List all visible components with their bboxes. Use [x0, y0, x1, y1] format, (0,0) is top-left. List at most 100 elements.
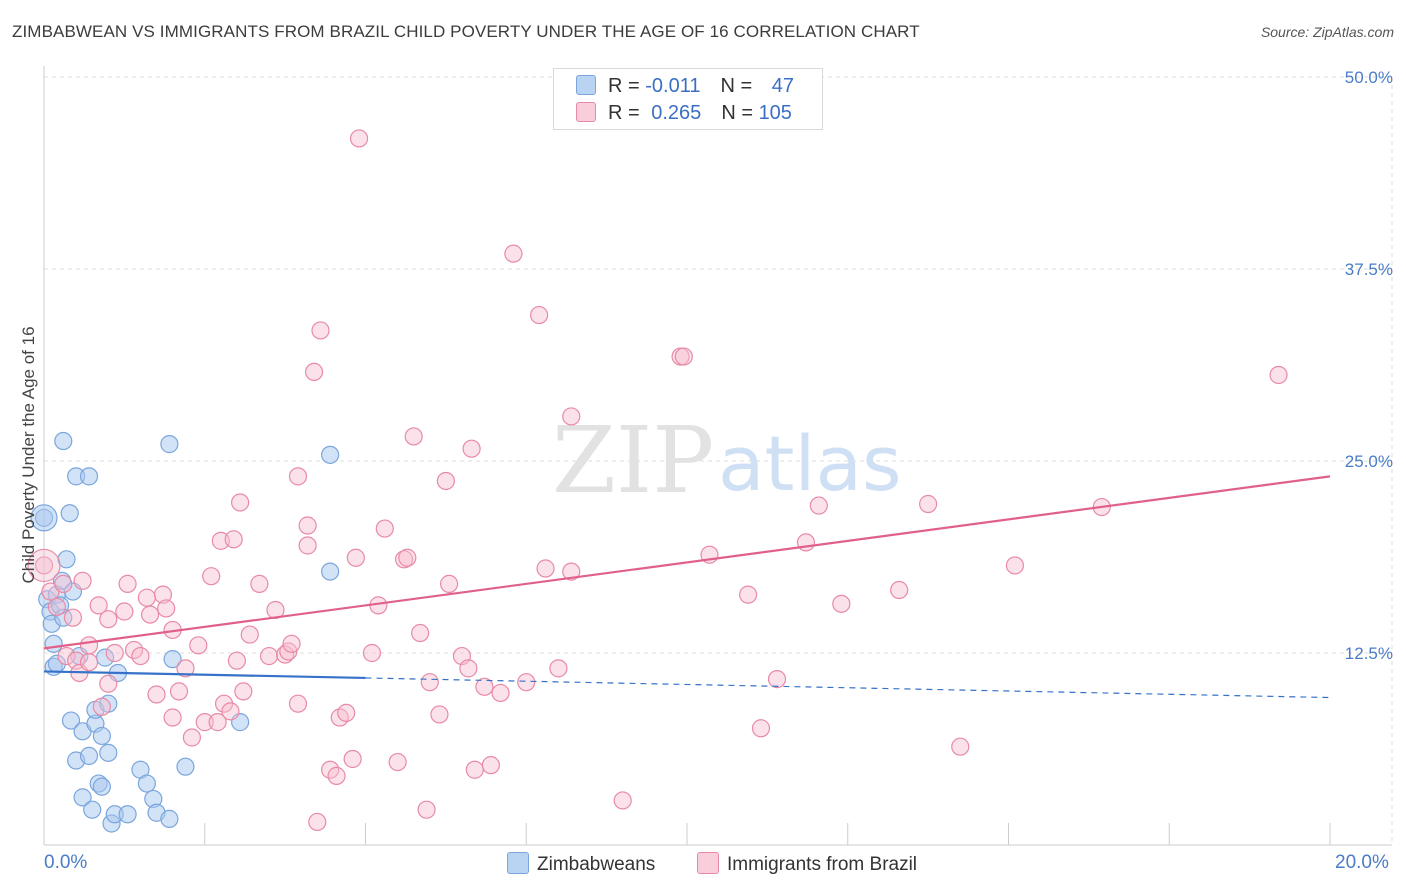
legend-n-label: N =	[721, 102, 759, 124]
brazil-point	[250, 574, 269, 593]
zimbabweans-point	[44, 634, 63, 653]
zimbabweans-point	[137, 774, 156, 793]
brazil-point	[288, 467, 308, 486]
legend-n-value: 105	[758, 102, 792, 124]
brazil-point	[221, 702, 240, 721]
y-tick-label: 37.5%	[1345, 260, 1393, 279]
brazil-point	[465, 760, 484, 779]
brazil-point	[832, 594, 851, 613]
zimbabweans-points	[30, 431, 340, 833]
brazil-points	[27, 129, 1288, 832]
brazil-point	[202, 567, 221, 586]
zimbabweans-point	[61, 711, 81, 730]
brazil-point	[346, 548, 365, 567]
series-legend-label: Zimbabweans	[537, 854, 656, 875]
brazil-point	[767, 670, 787, 689]
legend-swatch-blue	[507, 852, 529, 874]
brazil-point	[491, 683, 510, 703]
chart-title: ZIMBABWEAN VS IMMIGRANTS FROM BRAZIL CHI…	[12, 22, 920, 41]
correlation-legend: R = -0.011 N = 47 R = 0.265 N = 105	[553, 68, 823, 130]
series-legend: Zimbabweans Immigrants from Brazil	[0, 852, 1406, 878]
brazil-point	[337, 703, 356, 723]
brazil-point	[343, 749, 362, 769]
zimbabweans-point	[118, 805, 137, 824]
brazil-point	[481, 756, 500, 775]
brazil-point	[153, 585, 173, 604]
brazil-point	[362, 643, 382, 663]
legend-r-label: R =	[608, 75, 646, 97]
brazil-point	[436, 471, 455, 491]
brazil-point	[674, 347, 693, 366]
zimbabweans-point	[160, 435, 179, 454]
brazil-point	[404, 427, 423, 446]
brazil-point	[182, 728, 201, 747]
brazil-point	[919, 494, 938, 514]
brazil-point	[439, 574, 459, 593]
brazil-point	[298, 536, 317, 555]
brazil-point	[549, 659, 568, 678]
brazil-point	[231, 493, 250, 512]
brazil-point	[195, 713, 214, 732]
brazil-point	[99, 674, 118, 693]
trend-lines	[43, 475, 1331, 699]
series-legend-label: Immigrants from Brazil	[727, 854, 918, 875]
legend-swatch-blue	[576, 75, 596, 95]
brazil-point	[288, 694, 308, 713]
watermark: ZIP atlas	[552, 407, 902, 514]
zimbabweans-point	[60, 504, 79, 523]
brazil-point	[234, 682, 253, 701]
watermark-zip: ZIP	[552, 407, 714, 514]
y-axis-label: Child Poverty Under the Age of 16	[19, 326, 38, 583]
brazil-point	[311, 321, 330, 340]
brazil-point	[430, 705, 449, 724]
series-legend-brazil: Immigrants from Brazil	[697, 852, 917, 876]
watermark-atlas: atlas	[718, 419, 902, 508]
brazil-point	[57, 646, 76, 666]
brazil-point	[105, 643, 124, 663]
brazil-point	[157, 599, 176, 618]
zimbabweans-point	[57, 550, 76, 569]
brazil-point	[140, 605, 160, 624]
brazil-point	[504, 244, 523, 263]
brazil-point	[99, 610, 118, 629]
x-tick-label-max: 20.0%	[1335, 852, 1389, 873]
brazil-point	[349, 129, 369, 148]
axes	[43, 66, 1392, 846]
brazil-point	[147, 685, 166, 704]
brazil-point	[240, 625, 259, 644]
brazil-point	[79, 653, 99, 672]
legend-swatch-pink	[697, 852, 719, 874]
brazil-point	[34, 556, 54, 575]
y-tick-label: 12.5%	[1345, 644, 1393, 663]
brazil-point	[951, 737, 970, 756]
legend-row-brazil: R = 0.265 N = 105	[576, 102, 792, 126]
brazil-point	[308, 812, 327, 832]
legend-r-value: 0.265	[651, 102, 702, 124]
brazil-point	[304, 362, 324, 382]
brazil-point	[517, 673, 536, 692]
brazil-point	[163, 708, 182, 727]
brazil-point	[613, 791, 632, 810]
brazil-trend-line	[43, 475, 1331, 650]
brazil-point	[562, 562, 581, 581]
zimbabweans-point	[176, 757, 195, 776]
brazil-point	[298, 516, 317, 535]
brazil-point	[54, 574, 73, 593]
brazil-point	[1269, 365, 1288, 385]
brazil-point	[809, 496, 828, 515]
brazil-point	[417, 800, 436, 819]
zimbabweans-trend-line-dashed	[365, 677, 1331, 699]
grid-lines	[44, 76, 1393, 845]
brazil-point	[73, 571, 92, 590]
legend-row-zimbabweans: R = -0.011 N = 47	[576, 75, 794, 99]
brazil-point	[131, 646, 150, 666]
zimbabweans-point	[92, 726, 111, 746]
brazil-point	[63, 608, 83, 627]
brazil-point	[169, 682, 189, 701]
brazil-point	[398, 548, 417, 567]
brazil-point	[118, 574, 137, 593]
brazil-point	[411, 623, 430, 643]
zimbabweans-point	[54, 431, 73, 451]
brazil-point	[1005, 556, 1025, 575]
